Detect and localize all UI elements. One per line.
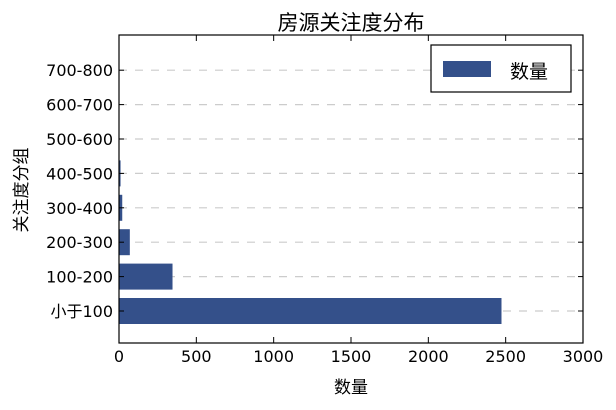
legend: 数量	[431, 45, 571, 92]
y-tick-label: 500-600	[46, 130, 113, 149]
legend-label: 数量	[510, 61, 548, 83]
y-tick-label: 100-200	[46, 268, 113, 287]
x-axis-label: 数量	[334, 378, 368, 398]
y-tick-label: 400-500	[46, 164, 113, 183]
legend-swatch	[443, 61, 491, 77]
y-tick-label: 600-700	[46, 96, 113, 115]
y-tick-label: 200-300	[46, 233, 113, 252]
x-tick-label: 1000	[253, 347, 294, 366]
bar-100-200	[119, 264, 173, 290]
y-axis-label: 关注度分组	[12, 148, 32, 233]
y-tick-label: 700-800	[46, 61, 113, 80]
y-tick-label: 小于100	[50, 302, 113, 321]
x-tick-label: 3000	[563, 347, 604, 366]
x-tick-label: 2000	[408, 347, 449, 366]
chart-title: 房源关注度分布	[278, 11, 425, 35]
x-tick-label: 0	[114, 347, 124, 366]
y-tick-label: 300-400	[46, 199, 113, 218]
x-tick-label: 500	[181, 347, 212, 366]
x-tick-label: 2500	[485, 347, 526, 366]
bar-小于100	[119, 298, 501, 324]
x-tick-label: 1500	[331, 347, 372, 366]
